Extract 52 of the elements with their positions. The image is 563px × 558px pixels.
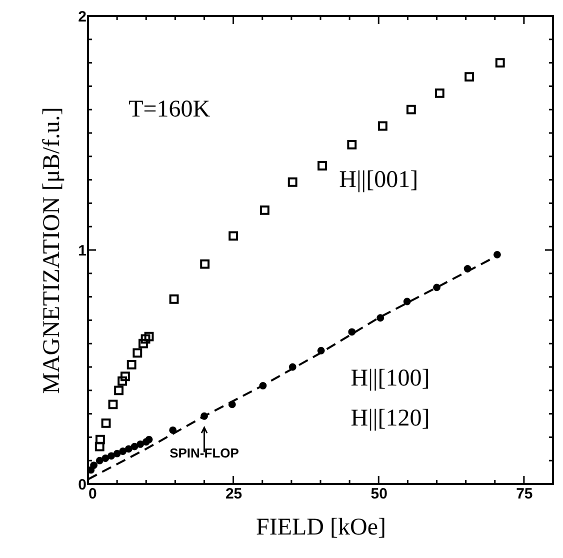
point <box>495 58 505 68</box>
point <box>433 284 440 292</box>
point <box>140 334 150 344</box>
x-axis-title: FIELD [kOe] <box>256 514 386 540</box>
y-tick-label: 2 <box>78 8 86 26</box>
point <box>94 442 104 452</box>
point <box>114 386 124 396</box>
point <box>144 332 154 342</box>
y-tick-label: 1 <box>78 242 86 260</box>
point <box>136 440 144 448</box>
annotation: SPIN-FLOP <box>170 446 240 461</box>
point <box>493 250 501 258</box>
point <box>406 104 416 114</box>
point <box>348 328 356 336</box>
point <box>434 88 444 98</box>
x-tick-label: 75 <box>516 486 533 502</box>
annotation: H||[001] <box>339 166 418 193</box>
point <box>132 348 142 358</box>
point <box>113 450 121 458</box>
point <box>118 376 127 386</box>
annotation: T=160K <box>128 96 211 123</box>
annotation: H||[120] <box>350 405 430 432</box>
x-tick-label: 50 <box>370 486 388 502</box>
point <box>318 161 327 170</box>
point <box>169 294 179 304</box>
point <box>403 298 411 306</box>
point <box>145 436 153 444</box>
point <box>126 360 136 370</box>
point <box>260 206 270 215</box>
point <box>108 400 118 410</box>
x-tick-label: 25 <box>225 486 242 502</box>
point <box>288 177 298 187</box>
point <box>228 231 238 241</box>
point <box>376 314 384 322</box>
point <box>90 462 98 469</box>
point <box>120 372 130 382</box>
annotation: H||[100] <box>350 366 430 392</box>
point <box>102 454 110 462</box>
point <box>101 418 111 428</box>
point <box>138 338 148 348</box>
point <box>378 121 388 131</box>
point <box>347 140 357 150</box>
point <box>124 445 132 453</box>
x-tick-label: 0 <box>88 486 97 502</box>
point <box>96 456 104 464</box>
point <box>200 259 210 269</box>
point <box>96 434 105 444</box>
y-axis-title: MAGNETIZATION [μB/f.u.] <box>39 107 66 394</box>
point <box>119 448 127 455</box>
point <box>464 72 474 82</box>
point <box>108 452 115 460</box>
point <box>130 442 138 450</box>
